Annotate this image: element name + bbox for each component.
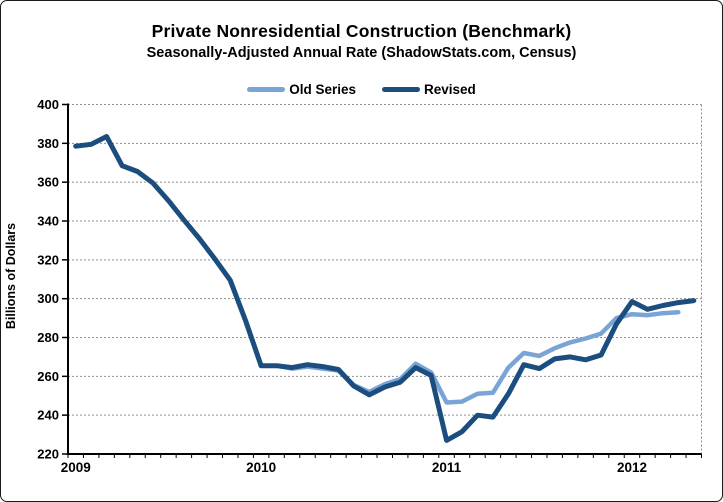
legend: Old Series Revised — [1, 82, 722, 97]
old-series-swatch — [247, 87, 286, 92]
y-tick-label: 380 — [37, 136, 59, 151]
y-tick-label: 360 — [37, 175, 59, 190]
x-year-label: 2010 — [246, 460, 276, 475]
x-year-label: 2012 — [617, 460, 647, 475]
y-tick-label: 220 — [37, 447, 59, 462]
y-tick-label: 280 — [37, 330, 59, 345]
legend-item-revised: Revised — [382, 82, 476, 97]
y-tick-label: 260 — [37, 369, 59, 384]
y-tick-label: 240 — [37, 408, 59, 423]
y-tick-label: 400 — [37, 97, 59, 112]
chart-title: Private Nonresidential Construction (Ben… — [151, 21, 572, 41]
x-year-label: 2011 — [432, 460, 462, 475]
old-series-line — [73, 134, 681, 405]
y-axis-title: Billions of Dollars — [4, 222, 18, 330]
old-series-label: Old Series — [289, 82, 356, 97]
y-tick-label: 320 — [37, 252, 59, 267]
revised-label: Revised — [424, 82, 476, 97]
revised-swatch — [382, 87, 420, 92]
revised-line — [73, 134, 697, 443]
chart-subtitle: Seasonally-Adjusted Annual Rate (ShadowS… — [146, 45, 577, 61]
x-year-label: 2009 — [61, 460, 91, 475]
legend-item-old-series: Old Series — [247, 82, 356, 97]
y-tick-label: 340 — [37, 214, 59, 229]
y-tick-label: 300 — [37, 291, 59, 306]
